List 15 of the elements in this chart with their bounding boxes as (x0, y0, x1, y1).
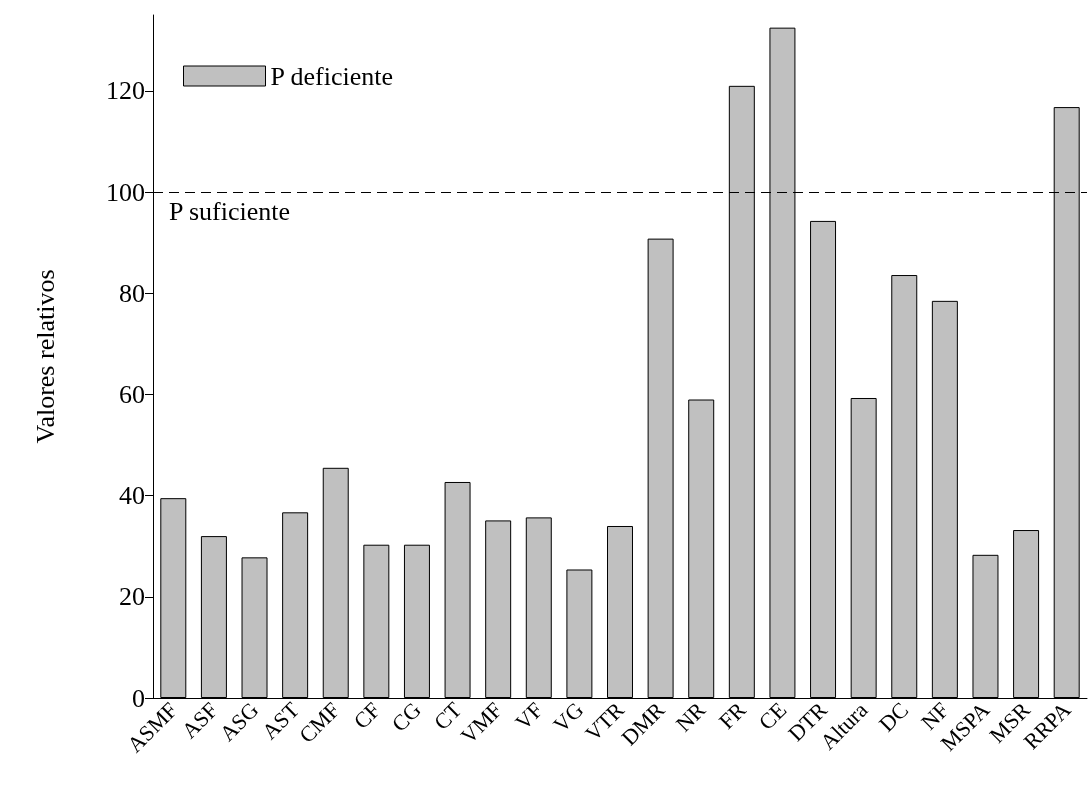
y-tick-label: 80 (119, 278, 145, 308)
x-tick-label: CG (386, 697, 426, 737)
y-tick-label: 120 (106, 76, 145, 106)
x-tick-label: NR (670, 696, 711, 737)
y-tick-label: 40 (119, 481, 145, 511)
y-axis-title: Valores relativos (30, 269, 60, 444)
y-tick-label: 60 (119, 379, 145, 409)
y-tick-label: 20 (119, 582, 145, 612)
y-tick-label: 100 (106, 177, 145, 207)
ref-line-label: P suficiente (169, 196, 291, 226)
x-tick-label: VF (510, 697, 548, 735)
x-tick-label: FR (713, 696, 751, 734)
legend-label: P deficiente (270, 61, 393, 91)
x-tick-label: DC (873, 697, 914, 737)
x-tick-label: CF (348, 697, 386, 734)
